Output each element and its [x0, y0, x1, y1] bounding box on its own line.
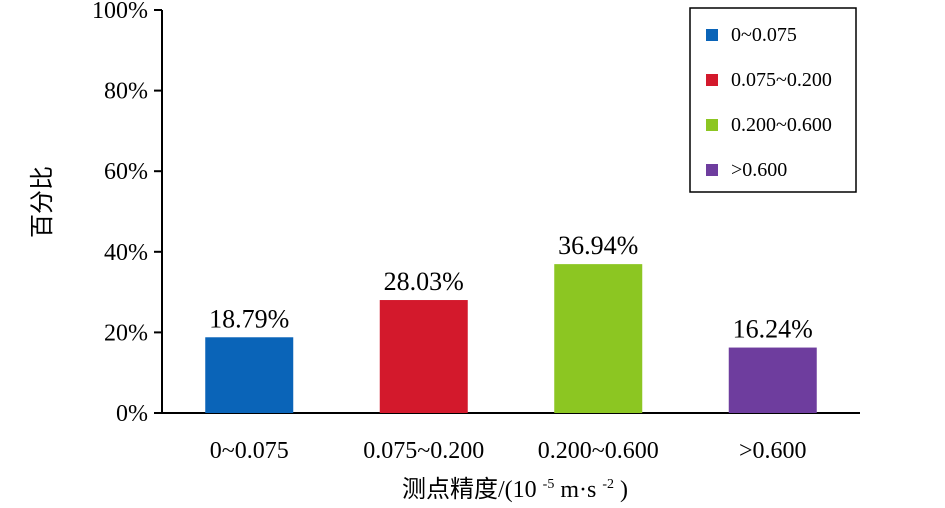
y-tick-label: 0% [116, 401, 148, 427]
bar [205, 337, 294, 413]
x-tick-label: >0.600 [739, 438, 807, 464]
legend-label: 0~0.075 [731, 24, 797, 46]
x-tick-label: 0.075~0.200 [363, 438, 484, 464]
data-label: 36.94% [558, 231, 638, 260]
legend-label: 0.200~0.600 [731, 114, 832, 136]
data-label: 28.03% [384, 267, 464, 296]
y-tick-label: 60% [104, 159, 148, 185]
x-axis-label-mid: m·s [560, 477, 596, 503]
legend-swatch [706, 74, 718, 86]
x-tick-label: 0.200~0.600 [538, 438, 659, 464]
y-tick-label: 40% [104, 240, 148, 266]
legend-box [689, 7, 857, 193]
legend-label: >0.600 [731, 159, 787, 181]
bar [379, 300, 468, 413]
x-tick-label: 0~0.075 [210, 438, 289, 464]
bar [728, 347, 817, 413]
bars: 18.79% 28.03% 36.94% 16.24% [205, 231, 817, 413]
y-tick-label: 100% [92, 0, 148, 24]
legend-swatch [706, 29, 718, 41]
legend-swatch [706, 119, 718, 131]
x-axis-label-exp2: -2 [602, 477, 614, 492]
y-tick-label: 80% [104, 79, 148, 105]
x-axis-label-exp1: -5 [543, 477, 555, 492]
data-label: 18.79% [209, 304, 289, 333]
bar [554, 264, 643, 413]
y-tick-label: 20% [104, 320, 148, 346]
x-axis-label-main: 测点精度/(10 [402, 476, 537, 503]
x-axis-label-end: ) [620, 477, 628, 503]
legend-label: 0.075~0.200 [731, 69, 832, 91]
data-label: 16.24% [733, 315, 813, 344]
y-axis-label: 百分比 [29, 166, 56, 238]
y-axis-ticks: 0% 20% 40% 60% 80% 100% [92, 0, 162, 427]
x-axis-label: 测点精度/(10 -5 m·s -2 ) [402, 468, 628, 503]
legend: 0~0.075 0.075~0.200 0.200~0.600 >0.600 [689, 7, 857, 193]
legend-swatch [706, 164, 718, 176]
x-axis-ticks: 0~0.075 0.075~0.200 0.200~0.600 >0.600 [210, 438, 807, 464]
